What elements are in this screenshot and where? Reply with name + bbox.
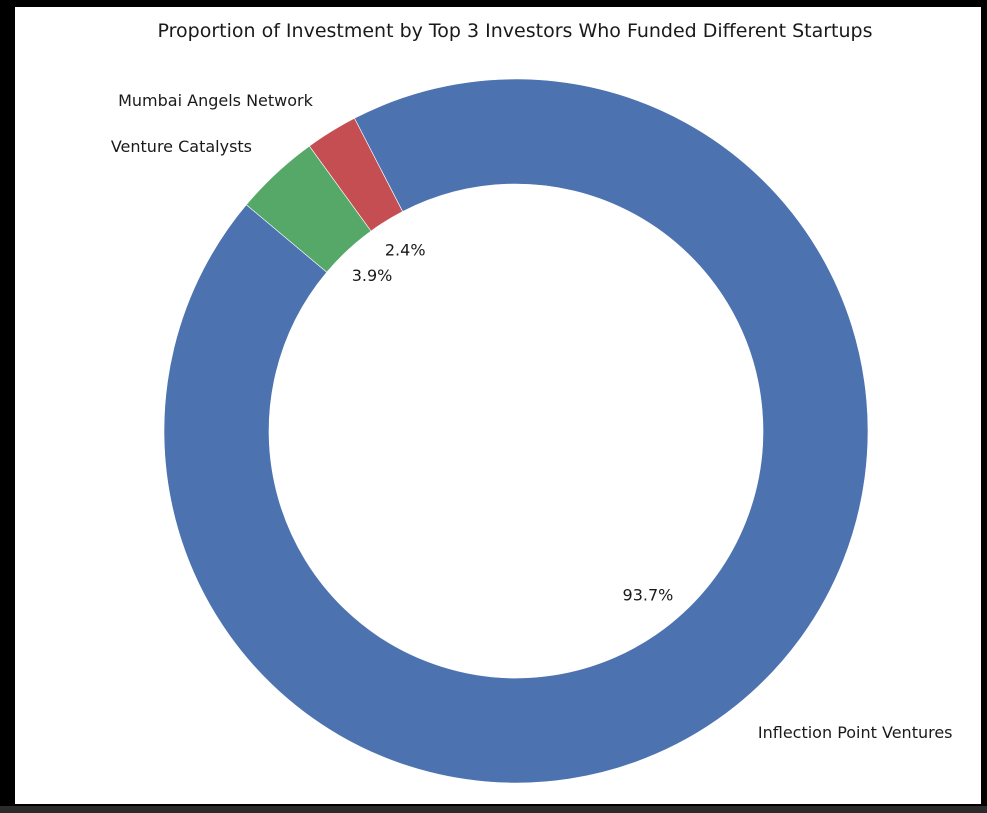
slice-percentage-label: 3.9% xyxy=(352,266,393,285)
slice-label: Mumbai Angels Network xyxy=(118,91,314,110)
slice-label: Venture Catalysts xyxy=(111,137,252,156)
slice-inflection-point-ventures xyxy=(163,78,869,784)
bottom-strip xyxy=(0,806,987,813)
chart-title: Proportion of Investment by Top 3 Invest… xyxy=(158,20,873,42)
slice-label: Inflection Point Ventures xyxy=(758,723,953,742)
slice-percentage-label: 93.7% xyxy=(623,585,674,604)
slices-group xyxy=(163,78,869,784)
slice-percentage-label: 2.4% xyxy=(385,241,426,260)
slice-venture-catalysts xyxy=(245,145,372,273)
labels-group: Inflection Point Ventures 93.7% Mumbai Ang… xyxy=(111,91,953,742)
